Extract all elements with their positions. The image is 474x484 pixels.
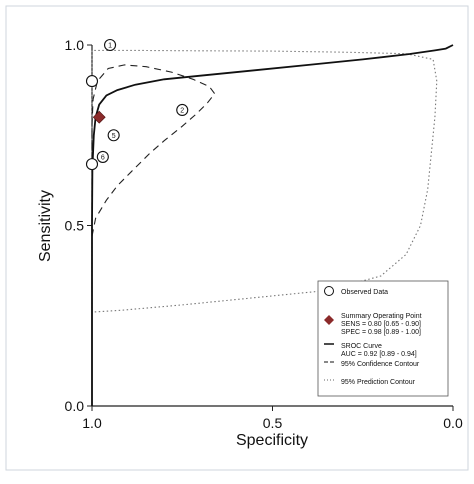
observed-point [96, 150, 109, 163]
legend-entry-text: 95% Confidence Contour [341, 361, 420, 368]
summary-point-marker [92, 110, 106, 124]
x-axis-label: Specificity [236, 432, 308, 449]
legend: Observed Data Summary Operating PointSENS… [317, 280, 449, 397]
legend-circle-marker [324, 286, 334, 296]
observed-point-label: 2 [180, 107, 184, 114]
y-axis-label: Sensitivity [37, 190, 54, 262]
observed-point-label: 1 [108, 43, 112, 50]
y-tick-label: 1.0 [65, 37, 85, 53]
legend-entry-text: Observed Data [341, 289, 388, 296]
x-tick-label: 0.5 [263, 415, 283, 431]
legend-entry-text: SENS = 0.80 [0.65 - 0.90] [341, 321, 421, 328]
observed-point-label: 6 [101, 154, 105, 161]
y-tick-label: 0.0 [65, 398, 85, 414]
legend-entry-text: SPEC = 0.98 [0.89 - 1.00] [341, 329, 421, 336]
observed-point [104, 38, 117, 52]
observed-point [176, 103, 189, 117]
legend-entry-text: SROC Curve [341, 343, 382, 350]
confidence-contour [91, 64, 216, 237]
legend-box [317, 280, 449, 397]
legend-entry-text: 95% Prediction Contour [341, 379, 416, 386]
legend-entry-text: Summary Operating Point [341, 313, 422, 320]
observed-point [85, 158, 99, 171]
legend-diamond-marker [324, 315, 334, 325]
observed-point [85, 75, 99, 88]
x-tick-label: 0.0 [443, 415, 463, 431]
x-tick-label: 1.0 [82, 415, 102, 431]
sroc-curve [91, 44, 454, 406]
legend-entry-text: AUC = 0.92 [0.89 - 0.94] [341, 351, 417, 358]
observed-point-label: 5 [112, 133, 116, 140]
observed-point [107, 129, 120, 142]
prediction-contour [91, 49, 438, 313]
y-tick-label: 0.5 [65, 218, 85, 234]
